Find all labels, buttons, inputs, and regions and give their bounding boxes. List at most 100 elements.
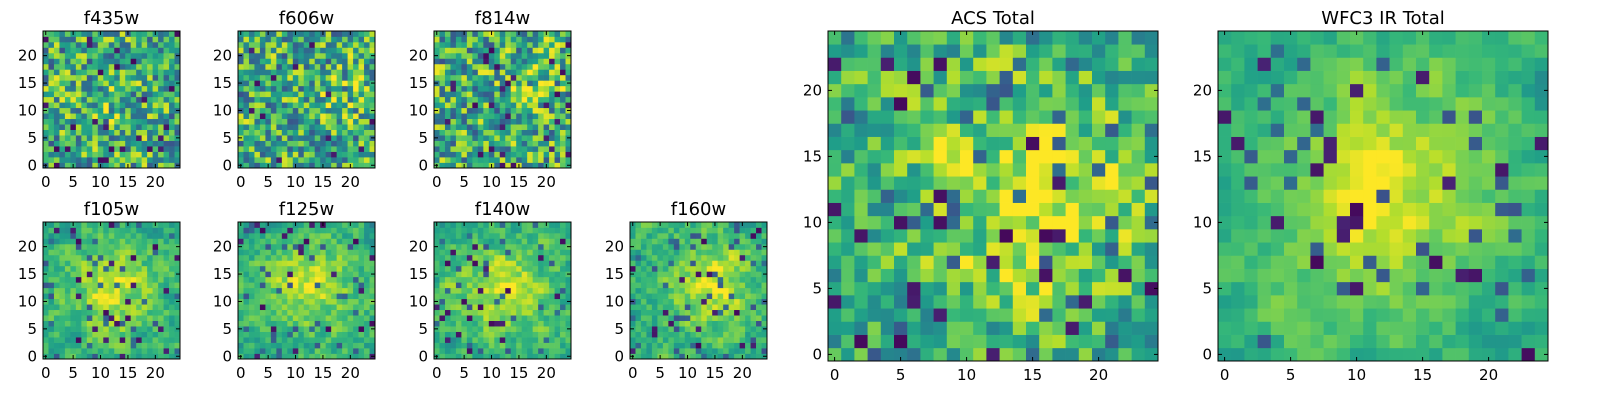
heatmap-cell (86, 298, 93, 305)
heatmap-cell (59, 80, 66, 87)
heatmap-cell (342, 31, 348, 37)
heatmap-cell (499, 304, 506, 311)
heatmap-cell (243, 232, 250, 239)
heatmap-cell (646, 298, 653, 305)
heatmap-cell (466, 331, 473, 338)
heatmap-cell (565, 36, 572, 43)
heatmap-cell (745, 348, 751, 354)
heatmap-cell (254, 276, 261, 283)
heatmap-cell (353, 348, 359, 354)
heatmap-cell (331, 265, 337, 272)
heatmap-cell (141, 271, 148, 278)
heatmap-cell (549, 146, 555, 152)
heatmap-cell (640, 287, 647, 294)
heatmap-cell (510, 91, 517, 98)
heatmap-cell (314, 331, 321, 338)
heatmap-cell (358, 118, 365, 125)
heatmap-cell (158, 222, 164, 228)
heatmap-cell (505, 222, 512, 228)
heatmap-cell (505, 249, 512, 256)
heatmap-cell (527, 293, 533, 300)
heatmap-cell (243, 85, 250, 92)
y-tick-label: 5 (222, 320, 232, 338)
heatmap-cell (717, 276, 724, 283)
heatmap-cell (64, 298, 71, 305)
heatmap-cell (331, 326, 337, 332)
heatmap-cell (505, 63, 512, 70)
heatmap-cell (336, 52, 343, 59)
heatmap-cell (444, 249, 451, 256)
heatmap-cell (668, 331, 675, 338)
heatmap-cell (163, 315, 170, 321)
heatmap-cell (174, 309, 181, 316)
heatmap-cell (444, 140, 451, 147)
heatmap-cell (136, 135, 142, 141)
heatmap-cell (505, 227, 512, 234)
heatmap-cell (347, 271, 354, 278)
heatmap-cell (723, 304, 729, 311)
heatmap-cell (243, 287, 250, 294)
heatmap-cell (434, 249, 440, 256)
heatmap-cell (270, 227, 277, 234)
heatmap-cell (739, 243, 746, 250)
heatmap-cell (254, 80, 261, 87)
heatmap-cell (439, 69, 446, 76)
heatmap-cell (657, 282, 664, 289)
heatmap-cell (342, 74, 348, 81)
heatmap-cell (303, 41, 310, 48)
heatmap-cell (477, 124, 484, 130)
heatmap-cell (270, 63, 277, 70)
heatmap-cell (706, 227, 713, 234)
heatmap-cell (309, 271, 316, 278)
heatmap-cell (259, 271, 266, 278)
x-tick-label: 20 (537, 173, 556, 191)
heatmap-cell (254, 342, 261, 349)
heatmap-cell (238, 118, 244, 125)
heatmap-cell (673, 309, 680, 316)
y-tick-label: 0 (418, 156, 428, 174)
heatmap-cell (657, 232, 664, 239)
heatmap-cell (276, 293, 283, 300)
heatmap-cell (690, 227, 697, 234)
heatmap-cell (281, 337, 288, 343)
heatmap-cell (521, 243, 528, 250)
heatmap-cell (248, 337, 255, 343)
heatmap-cell (92, 63, 99, 70)
heatmap-cell (532, 304, 539, 311)
heatmap-cell (706, 243, 713, 250)
heatmap-cell (276, 265, 283, 272)
heatmap-cell (75, 222, 82, 228)
heatmap-cell (488, 63, 495, 70)
heatmap-cell (1026, 163, 1040, 177)
heatmap-cell (314, 91, 321, 98)
heatmap-cell (70, 309, 77, 316)
x-tick-label: 5 (68, 173, 78, 191)
heatmap-cell (450, 107, 457, 114)
heatmap-cell (684, 276, 691, 283)
heatmap-cell (125, 113, 132, 120)
heatmap-cell (130, 342, 137, 349)
heatmap-cell (358, 298, 365, 305)
heatmap-cell (119, 348, 126, 354)
heatmap-cell (894, 321, 908, 335)
heatmap-cell (75, 80, 82, 87)
y-tick-label: 20 (409, 47, 428, 65)
heatmap-cell (516, 129, 523, 136)
heatmap-cell (444, 276, 451, 283)
heatmap-cell (516, 309, 523, 316)
heatmap-cell (342, 276, 348, 283)
heatmap-cell (114, 315, 121, 321)
heatmap-cell (933, 176, 948, 190)
heatmap-cell (521, 41, 528, 48)
heatmap-cell (999, 163, 1014, 177)
heatmap-cell (358, 222, 365, 228)
heatmap-cell (657, 238, 664, 245)
heatmap-cell (147, 69, 153, 76)
heatmap-cell (565, 254, 572, 261)
heatmap-cell (450, 238, 457, 245)
heatmap-cell (444, 353, 451, 360)
heatmap-cell (75, 265, 82, 272)
heatmap-cell (734, 320, 740, 327)
heatmap-cell (543, 118, 550, 125)
heatmap-cell (141, 31, 148, 37)
